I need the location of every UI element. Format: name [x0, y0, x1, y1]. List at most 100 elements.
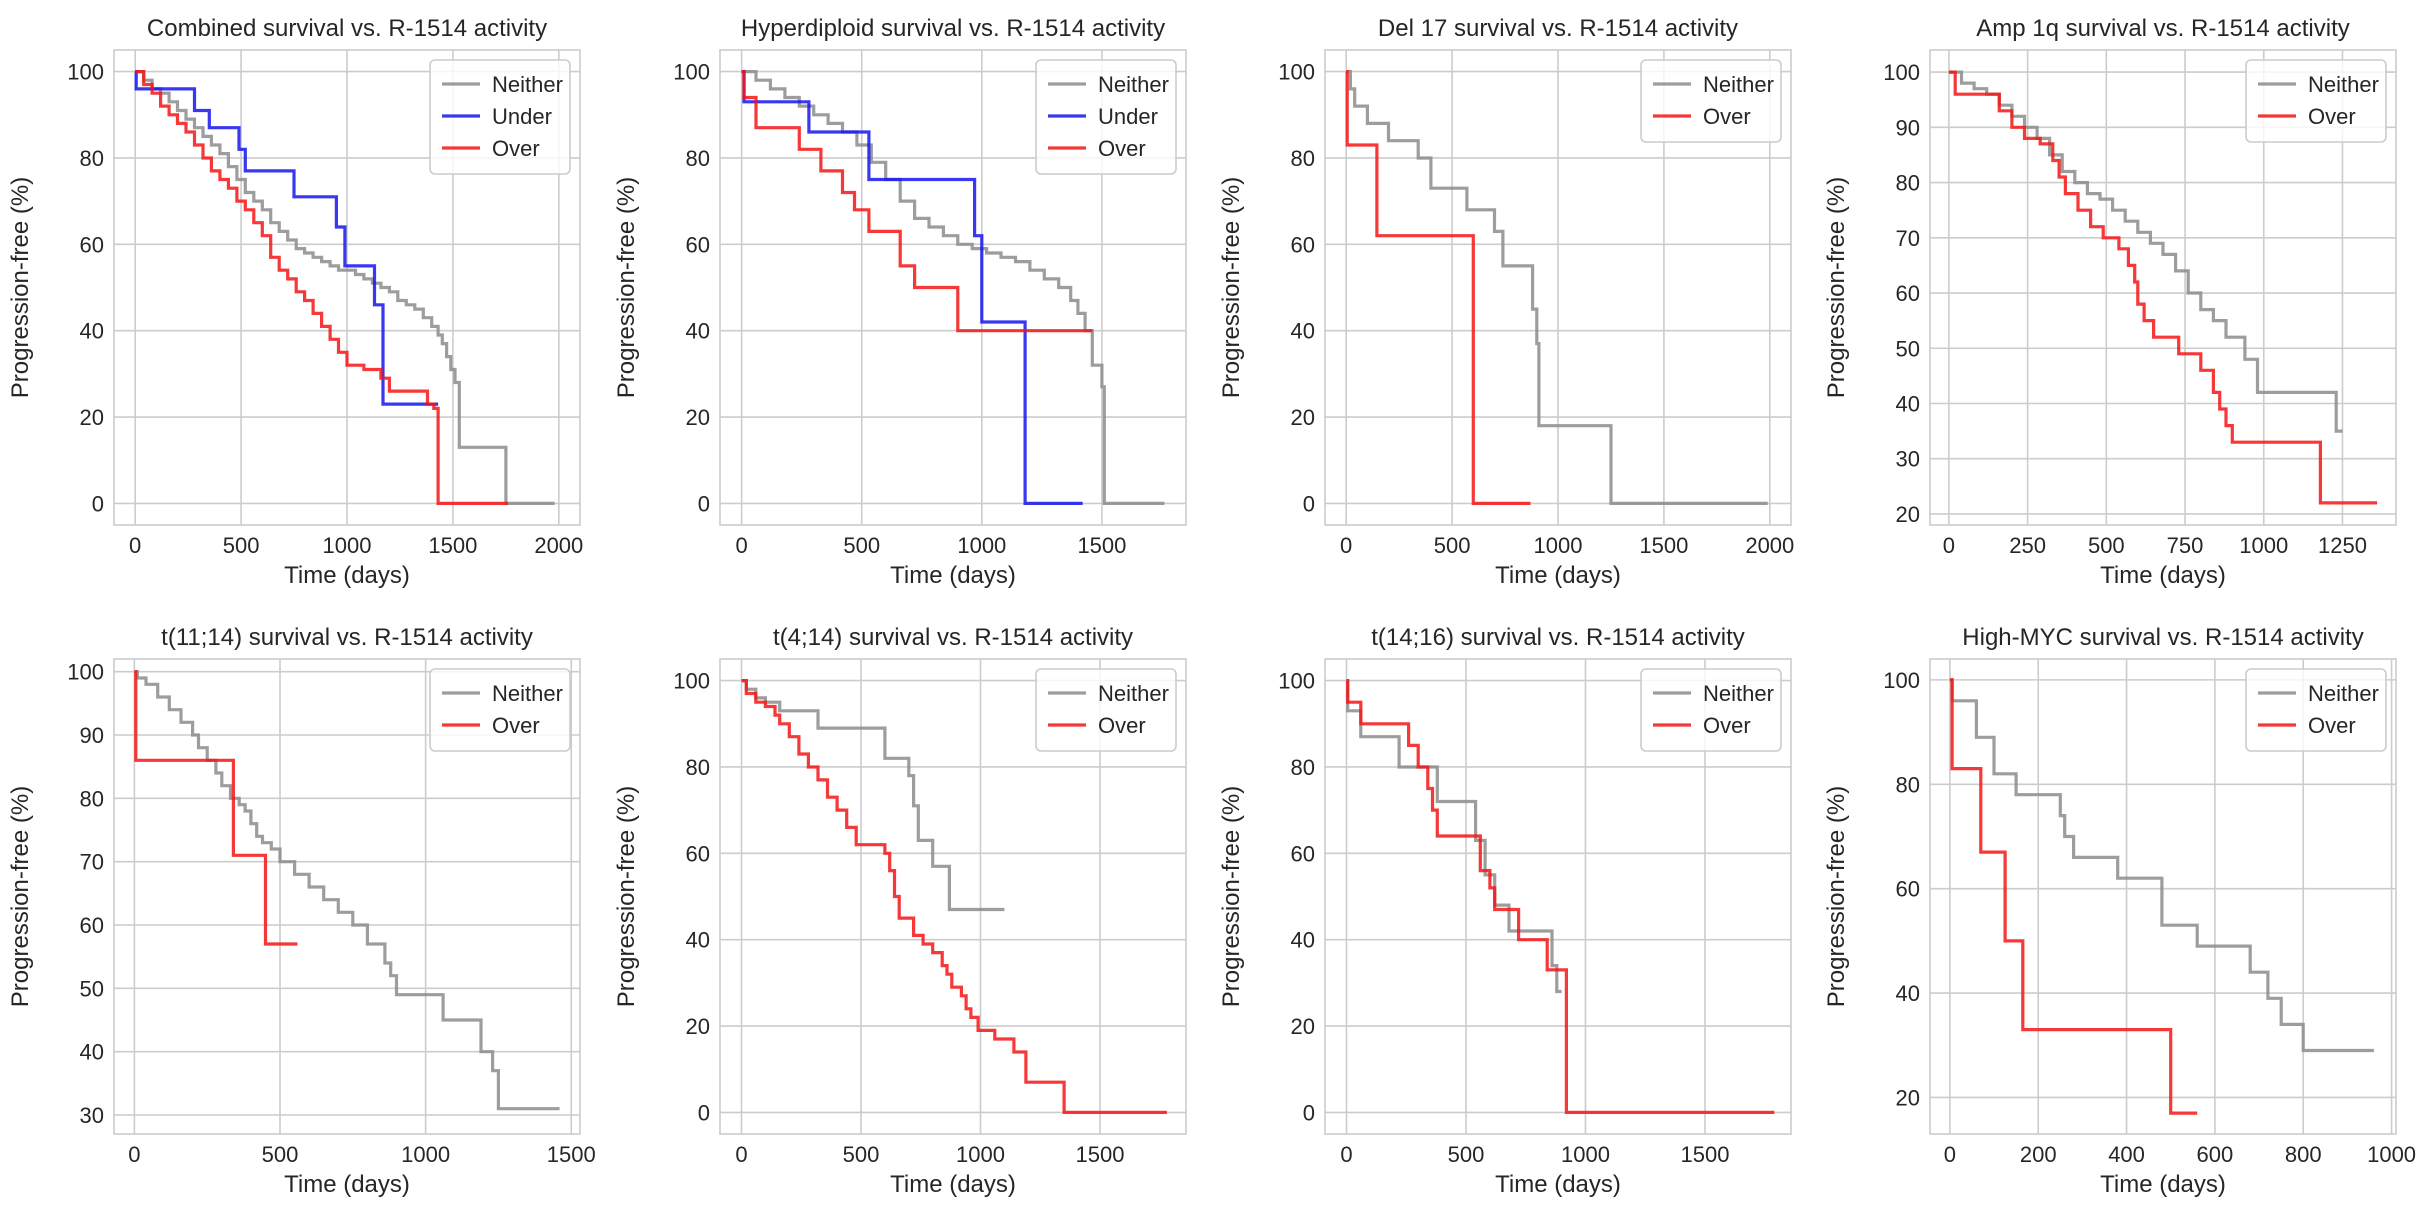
legend: Neither Over	[2245, 668, 2387, 752]
legend-label-over: Over	[1098, 713, 1146, 738]
legend-label-neither: Neither	[2308, 681, 2379, 706]
x-tick-label: 1500	[1680, 1142, 1729, 1167]
y-tick-label: 50	[1896, 336, 1920, 361]
y-tick-label: 40	[80, 1040, 104, 1065]
x-tick-label: 1500	[1639, 533, 1688, 558]
legend-label-neither: Neither	[1703, 72, 1774, 97]
y-tick-label: 40	[686, 928, 710, 953]
y-tick-label: 20	[1291, 1014, 1315, 1039]
y-tick-label: 90	[1896, 115, 1920, 140]
x-tick-label: 0	[1943, 533, 1955, 558]
legend: Neither Under Over	[1035, 59, 1177, 175]
plot-frame	[1929, 658, 2397, 1135]
y-tick-label: 20	[686, 1014, 710, 1039]
legend-box	[1640, 668, 1782, 752]
legend: Neither Over	[429, 668, 571, 752]
x-axis-label: Time (days)	[1495, 1171, 1621, 1198]
y-axis-label: Progression-free (%)	[7, 786, 34, 1007]
y-tick-label: 60	[80, 913, 104, 938]
x-tick-label: 1000	[956, 1142, 1005, 1167]
y-tick-label: 60	[80, 232, 104, 257]
y-tick-label: 60	[1291, 232, 1315, 257]
legend-label-under: Under	[1098, 104, 1158, 129]
x-axis-label: Time (days)	[1495, 562, 1621, 589]
y-axis-label: Progression-free (%)	[613, 786, 640, 1007]
y-tick-label: 100	[673, 60, 710, 85]
series-line-neither	[1948, 70, 2343, 433]
y-tick-label: 80	[686, 146, 710, 171]
legend: Neither Over	[1640, 668, 1782, 752]
y-tick-label: 20	[80, 405, 104, 430]
legend-box	[1035, 59, 1177, 175]
x-tick-label: 250	[2009, 533, 2046, 558]
x-tick-label: 1000	[1534, 533, 1583, 558]
legend-box	[429, 668, 571, 752]
x-tick-label: 0	[1944, 1142, 1956, 1167]
y-tick-label: 50	[80, 976, 104, 1001]
y-axis-label: Progression-free (%)	[1218, 786, 1245, 1007]
plot-frame	[113, 658, 581, 1135]
series-line-over	[1345, 70, 1531, 505]
x-tick-label: 1500	[547, 1142, 596, 1167]
series-line-over	[135, 70, 508, 505]
x-tick-label: 1500	[1075, 1142, 1124, 1167]
y-tick-label: 20	[686, 405, 710, 430]
x-tick-label: 1000	[1561, 1142, 1610, 1167]
series-line-neither	[1346, 70, 1768, 505]
series-line-over	[134, 670, 298, 946]
series-line-neither	[741, 679, 1005, 912]
y-axis-label: Progression-free (%)	[1823, 177, 1850, 398]
y-tick-label: 40	[686, 319, 710, 344]
legend-label-neither: Neither	[492, 72, 563, 97]
y-tick-label: 80	[686, 755, 710, 780]
legend-box	[1035, 668, 1177, 752]
y-axis-label: Progression-free (%)	[7, 177, 34, 398]
legend: Neither Over	[1035, 668, 1177, 752]
series-line-over	[1948, 70, 2378, 505]
x-axis-label: Time (days)	[284, 562, 410, 589]
x-tick-label: 750	[2167, 533, 2204, 558]
x-tick-label: 0	[128, 1142, 140, 1167]
legend-box	[429, 59, 571, 175]
y-tick-label: 20	[1896, 502, 1920, 527]
legend-label-over: Over	[492, 136, 540, 161]
x-tick-label: 800	[2285, 1142, 2322, 1167]
y-tick-label: 60	[686, 232, 710, 257]
x-tick-label: 0	[1340, 533, 1352, 558]
y-tick-label: 0	[1303, 1100, 1315, 1125]
x-tick-label: 1000	[323, 533, 372, 558]
y-tick-label: 100	[1278, 669, 1315, 694]
legend: Neither Under Over	[429, 59, 571, 175]
y-axis-label: Progression-free (%)	[1823, 786, 1850, 1007]
x-tick-label: 0	[1340, 1142, 1352, 1167]
y-tick-label: 40	[1291, 928, 1315, 953]
legend-label-neither: Neither	[492, 681, 563, 706]
x-tick-label: 400	[2108, 1142, 2145, 1167]
x-tick-label: 2000	[534, 533, 583, 558]
subplot-6: 0 500 1000 1500 0 20 40 60 80 100 t(4;14) survival…	[613, 624, 1187, 1198]
subplot-title: Del 17 survival vs. R-1514 activity	[1378, 15, 1738, 42]
y-tick-label: 40	[1896, 981, 1920, 1006]
y-tick-label: 80	[1291, 146, 1315, 171]
x-tick-label: 2000	[1745, 533, 1794, 558]
subplot-1: 0 500 1000 1500 2000 0 20 40 60 80 100 Combined sur…	[7, 15, 583, 589]
x-tick-label: 1000	[401, 1142, 450, 1167]
legend-label-over: Over	[2308, 713, 2356, 738]
y-tick-label: 30	[1896, 447, 1920, 472]
subplot-4: 0 250 500 750 1000 1250 20 30 40 50 60 70 80 90 100 Amp…	[1823, 15, 2397, 589]
legend-label-over: Over	[1703, 713, 1751, 738]
x-tick-label: 1250	[2318, 533, 2367, 558]
subplot-title: High-MYC survival vs. R-1514 activity	[1962, 624, 2363, 651]
subplot-3: 0 500 1000 1500 2000 0 20 40 60 80 100 Del 17 survi…	[1218, 15, 1794, 589]
y-tick-label: 80	[1291, 755, 1315, 780]
plot-frame	[1324, 658, 1792, 1135]
y-tick-label: 60	[686, 841, 710, 866]
x-tick-label: 1000	[957, 533, 1006, 558]
x-axis-label: Time (days)	[2100, 1171, 2226, 1198]
x-tick-label: 200	[2020, 1142, 2057, 1167]
legend-box	[2245, 668, 2387, 752]
legend-label-neither: Neither	[1098, 72, 1169, 97]
subplot-8: 0 200 400 600 800 1000 20 40 60 80 100 High-MYC sur…	[1823, 624, 2416, 1198]
subplot-title: t(14;16) survival vs. R-1514 activity	[1371, 624, 1744, 651]
legend: Neither Over	[1640, 59, 1782, 143]
